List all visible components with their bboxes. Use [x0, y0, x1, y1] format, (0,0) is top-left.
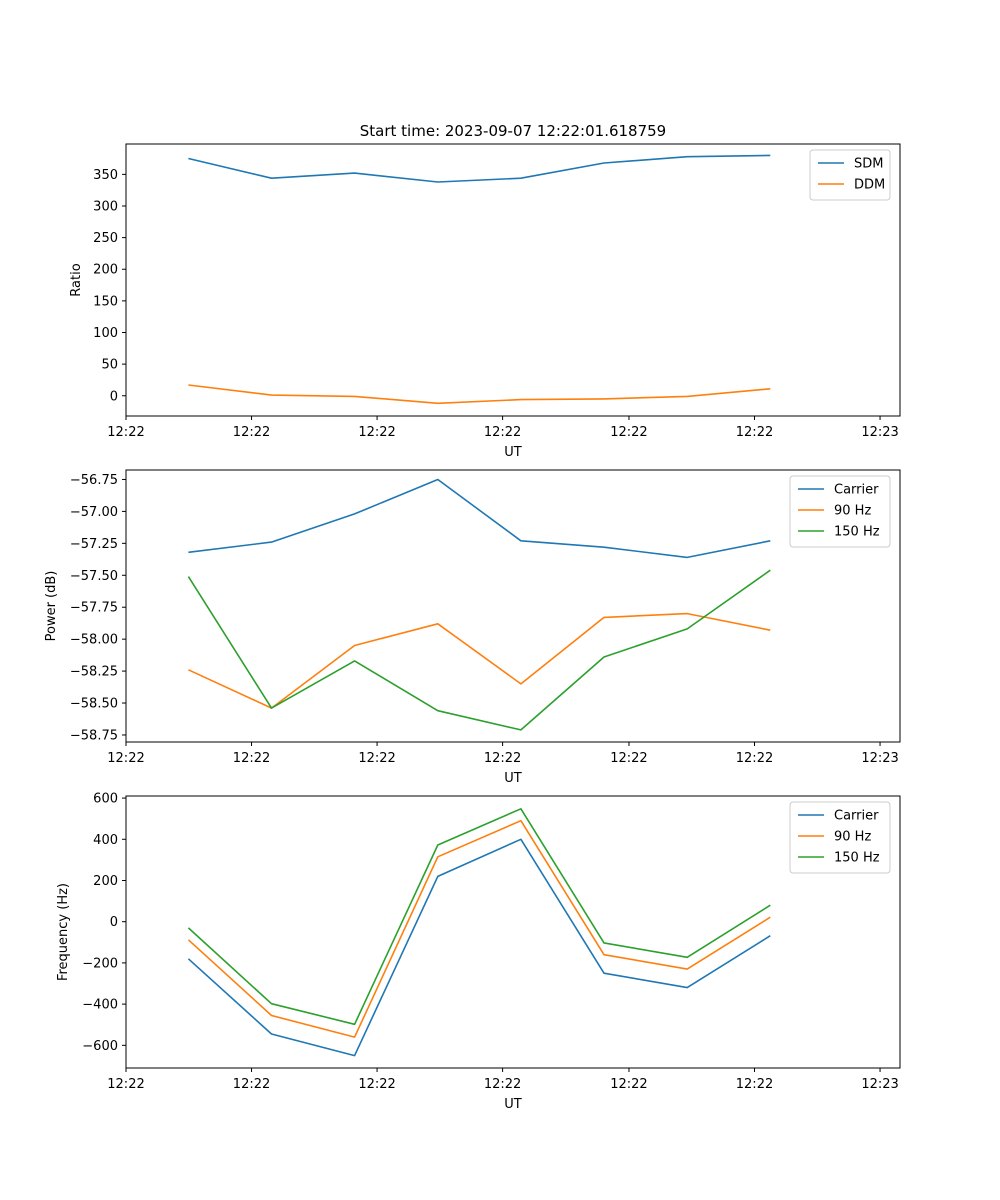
- y-tick-label: −58.25: [70, 665, 118, 680]
- legend-box: [789, 475, 891, 548]
- y-tick-label: −200: [82, 956, 118, 971]
- x-tick-label: 12:22: [358, 425, 395, 440]
- legend: SDM DDM: [809, 149, 891, 201]
- y-tick-label: 250: [93, 231, 118, 246]
- x-axis-label: UT: [504, 771, 522, 786]
- x-tick-label: 12:22: [358, 751, 395, 766]
- x-tick-label: 12:22: [484, 751, 521, 766]
- y-axis-label: Ratio: [69, 263, 84, 296]
- x-tick-label: 12:22: [358, 1077, 395, 1092]
- y-tick-label: 100: [93, 326, 118, 341]
- x-tick-label: 12:22: [233, 1077, 270, 1092]
- y-tick-label: −600: [82, 1039, 118, 1054]
- x-tick-label: 12:22: [107, 1077, 144, 1092]
- x-tick-label: 12:23: [861, 1077, 898, 1092]
- axes-frame: [125, 143, 901, 417]
- y-tick-label: 350: [93, 168, 118, 183]
- series-line-sdm: [188, 154, 771, 183]
- legend-label: 90 Hz: [834, 504, 871, 519]
- legend-label: 150 Hz: [834, 851, 880, 866]
- y-tick-label: −58.50: [70, 697, 118, 712]
- x-tick-label: 12:22: [610, 1077, 647, 1092]
- legend-label: 90 Hz: [834, 830, 871, 845]
- x-tick-label: 12:22: [736, 751, 773, 766]
- series-line-150-hz: [187, 569, 771, 731]
- axes-frame: [125, 469, 901, 743]
- y-tick-label: 150: [93, 294, 118, 309]
- x-tick-label: 12:22: [610, 425, 647, 440]
- y-tick-label: −400: [82, 998, 118, 1013]
- series-line-carrier: [188, 478, 771, 559]
- x-tick-label: 12:22: [484, 1077, 521, 1092]
- y-tick-label: −56.75: [70, 473, 118, 488]
- x-tick-label: 12:22: [736, 1077, 773, 1092]
- y-tick-label: −58.00: [70, 633, 118, 648]
- y-tick-label: 200: [93, 874, 118, 889]
- figure-title: Start time: 2023-09-07 12:22:01.618759: [360, 122, 666, 140]
- legend-label: SDM: [854, 157, 883, 172]
- x-tick-label: 12:22: [233, 751, 270, 766]
- y-tick-label: 600: [93, 792, 118, 807]
- y-tick-label: −57.00: [70, 505, 118, 520]
- series-line-90-hz: [187, 819, 771, 1038]
- x-tick-label: 12:22: [484, 425, 521, 440]
- series-line-carrier: [187, 838, 771, 1057]
- legend-box: [789, 801, 891, 874]
- legend: Carrier 90 Hz 150 Hz: [789, 801, 891, 874]
- legend-label: Carrier: [834, 483, 879, 498]
- y-tick-label: 200: [93, 263, 118, 278]
- y-tick-label: 400: [93, 833, 118, 848]
- series-line-90-hz: [188, 612, 771, 709]
- y-axis-label: Power (dB): [44, 571, 59, 642]
- y-tick-label: −57.75: [70, 601, 118, 616]
- chart-panel-3: 12:22 12:22 12:22 12:22 12:22 12:22 12:23 −600 −…: [56, 792, 901, 1112]
- y-tick-label: 0: [110, 389, 118, 404]
- y-tick-label: 50: [101, 358, 118, 373]
- axes-frame: [125, 795, 901, 1069]
- legend-label: Carrier: [834, 809, 879, 824]
- x-tick-label: 12:22: [107, 425, 144, 440]
- x-tick-label: 12:23: [861, 751, 898, 766]
- chart-panel-2: 12:22 12:22 12:22 12:22 12:22 12:22 12:23 −58.7…: [44, 469, 901, 786]
- y-axis-label: Frequency (Hz): [56, 883, 71, 981]
- y-tick-label: −57.25: [70, 537, 118, 552]
- legend-label: DDM: [854, 178, 885, 193]
- x-tick-label: 12:22: [233, 425, 270, 440]
- legend-label: 150 Hz: [834, 525, 880, 540]
- x-tick-label: 12:23: [861, 425, 898, 440]
- y-tick-label: −58.75: [70, 728, 118, 743]
- legend: Carrier 90 Hz 150 Hz: [789, 475, 891, 548]
- y-tick-label: −57.50: [70, 569, 118, 584]
- y-tick-label: 0: [110, 915, 118, 930]
- x-tick-label: 12:22: [107, 751, 144, 766]
- x-axis-label: UT: [504, 1097, 522, 1112]
- series-line-ddm: [188, 384, 771, 405]
- x-tick-label: 12:22: [736, 425, 773, 440]
- y-tick-label: 300: [93, 199, 118, 214]
- x-tick-label: 12:22: [610, 751, 647, 766]
- x-axis-label: UT: [504, 445, 522, 460]
- series-line-150-hz: [187, 807, 771, 1026]
- chart-panel-1: 12:22 12:22 12:22 12:22 12:22 12:22 12:23 0 50 10…: [69, 143, 901, 460]
